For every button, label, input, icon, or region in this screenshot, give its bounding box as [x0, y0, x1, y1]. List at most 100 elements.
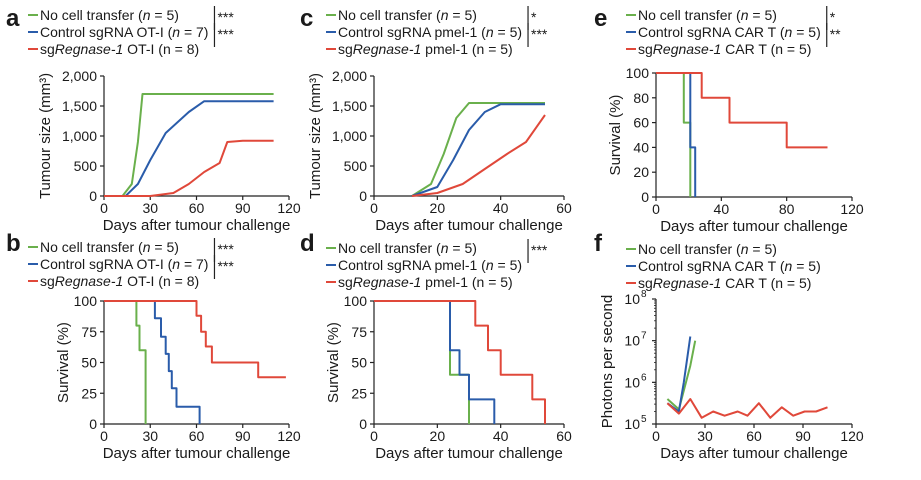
- legend-text-pre: No cell transfer (: [40, 239, 143, 255]
- significance-label: ***: [531, 26, 548, 42]
- y-tick-base: 10: [624, 416, 640, 432]
- legend-text-italic: n: [143, 7, 151, 23]
- panel-b: b No cell transfer (n = 5)Control sgRNA O…: [6, 230, 301, 462]
- y-tick-exponent: 5: [641, 414, 647, 425]
- y-tick-label: 500: [74, 158, 98, 174]
- legend-text-pre: Control sgRNA CAR T (: [638, 258, 785, 274]
- y-axis-label: Tumour size (mm³): [307, 73, 324, 199]
- legend-text-pre: sg: [40, 273, 55, 289]
- significance-label: ***: [531, 242, 548, 258]
- y-tick-label: 2,000: [332, 68, 367, 84]
- legend-text-italic: n: [172, 24, 180, 40]
- x-tick-label: 120: [277, 428, 301, 444]
- legend-entry: Control sgRNA OT-I (n = 7): [40, 24, 208, 40]
- panel-letter: b: [6, 230, 21, 257]
- y-tick-label: 1,000: [332, 128, 367, 144]
- series-line: [411, 102, 545, 197]
- legend: No cell transfer (n = 5)Control sgRNA pm…: [326, 6, 548, 57]
- legend-text-italic: n: [143, 239, 151, 255]
- y-tick-label: 10: [624, 291, 640, 307]
- y-tick-label: 1,500: [62, 98, 97, 114]
- y-axis-label: Survival (%): [607, 95, 624, 176]
- legend-text-pre: No cell transfer (: [40, 7, 143, 23]
- legend-text-pre: sg: [638, 41, 653, 57]
- legend-entry: sgRegnase-1 OT-I (n = 8): [40, 273, 199, 289]
- series-group: [104, 300, 286, 424]
- legend-text-italic: Regnase-1: [55, 41, 124, 57]
- legend-entry: Control sgRNA OT-I (n = 7): [40, 256, 208, 272]
- axes: 0 20 40 60 0 25 50 75 100 Days after tumour chall…: [325, 293, 572, 462]
- series-group: [411, 102, 546, 197]
- x-tick-label: 40: [493, 200, 509, 216]
- legend-text-italic: n: [172, 256, 180, 272]
- legend: No cell transfer (n = 5)Control sgRNA CA…: [626, 241, 821, 291]
- legend-text-italic: n: [486, 24, 494, 40]
- panel-letter: e: [594, 5, 607, 32]
- axes: 0 30 60 90 120 0 25 50 75 100 Days after tumour ch…: [55, 293, 301, 462]
- x-tick-label: 60: [556, 200, 572, 216]
- legend-text-pre: Control sgRNA OT-I (: [40, 256, 173, 272]
- panel-letter: f: [594, 230, 603, 257]
- series-line: [374, 300, 470, 424]
- legend-entry: sgRegnase-1 OT-I (n = 8): [40, 41, 199, 57]
- y-tick-base: 10: [624, 333, 640, 349]
- y-tick-label: 75: [81, 324, 97, 340]
- y-tick-exponent: 8: [641, 289, 647, 300]
- series-line: [411, 103, 545, 197]
- panel-a: a No cell transfer (n = 5)Control sgRNA O…: [6, 5, 301, 234]
- y-tick-label: 0: [641, 189, 649, 205]
- x-axis-label: Days after tumour challenge: [375, 445, 563, 462]
- legend-entry: Control sgRNA CAR T (n = 5): [638, 24, 821, 40]
- legend-text-italic: n: [785, 24, 793, 40]
- significance-label: ***: [217, 26, 234, 42]
- x-tick-label: 40: [714, 201, 730, 217]
- y-tick-label: 0: [89, 416, 97, 432]
- legend-text-post: = 5): [449, 240, 477, 256]
- series-line: [104, 300, 201, 424]
- legend: No cell transfer (n = 5)Control sgRNA OT…: [28, 238, 234, 289]
- legend-text-pre: sg: [338, 274, 353, 290]
- legend-entry: sgRegnase-1 pmel-1 (n = 5): [338, 274, 513, 290]
- legend-entry: No cell transfer (n = 5): [40, 239, 179, 255]
- series-group: [666, 336, 828, 419]
- y-axis-label: Survival (%): [325, 322, 342, 403]
- series-line: [104, 93, 274, 197]
- legend-text-pre: Control sgRNA pmel-1 (: [338, 257, 486, 273]
- legend-entry: Control sgRNA pmel-1 (n = 5): [338, 24, 522, 40]
- x-tick-label: 120: [277, 200, 301, 216]
- y-tick-label: 1,000: [62, 128, 97, 144]
- legend-entry: Control sgRNA pmel-1 (n = 5): [338, 257, 522, 273]
- y-tick-label: 25: [351, 385, 367, 401]
- legend-entry: Control sgRNA CAR T (n = 5): [638, 258, 821, 274]
- y-tick-base: 10: [624, 291, 640, 307]
- legend-text-italic: n: [785, 258, 793, 274]
- axes: 0 30 60 90 120 0 500 1,000 1,500 2,000 Days after …: [37, 68, 301, 234]
- legend-text-italic: Regnase-1: [653, 41, 722, 57]
- x-tick-label: 0: [370, 200, 378, 216]
- legend-text-post: pmel-1 (n = 5): [421, 274, 512, 290]
- y-tick-exponent: 6: [641, 372, 647, 383]
- x-axis-label: Days after tumour challenge: [103, 217, 291, 234]
- series-group: [104, 93, 274, 197]
- legend-text-pre: No cell transfer (: [638, 241, 741, 257]
- legend-text-post: = 7): [180, 24, 208, 40]
- x-tick-label: 90: [795, 428, 811, 444]
- series-group: [656, 72, 828, 197]
- y-tick-label: 100: [626, 65, 650, 81]
- legend-text-pre: Control sgRNA CAR T (: [638, 24, 785, 40]
- series-line: [104, 139, 274, 197]
- legend-entry: No cell transfer (n = 5): [338, 240, 477, 256]
- y-tick-label: 50: [351, 355, 367, 371]
- legend-text-italic: Regnase-1: [353, 274, 422, 290]
- panel-letter: d: [300, 230, 315, 257]
- series-line: [656, 72, 692, 197]
- y-tick-label: 10: [624, 416, 640, 432]
- legend-text-post: = 5): [151, 239, 179, 255]
- y-tick-label: 50: [81, 355, 97, 371]
- legend-entry: No cell transfer (n = 5): [40, 7, 179, 23]
- y-tick-label: 500: [344, 158, 368, 174]
- legend-text-pre: No cell transfer (: [338, 7, 441, 23]
- axes: 0 20 40 60 0 500 1,000 1,500 2,000 Days after tum…: [307, 68, 572, 234]
- x-tick-label: 0: [652, 201, 660, 217]
